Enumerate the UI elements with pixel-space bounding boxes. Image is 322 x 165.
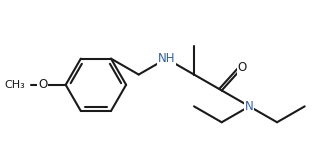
Text: CH₃: CH₃ bbox=[5, 80, 25, 90]
Text: NH: NH bbox=[157, 52, 175, 65]
Text: N: N bbox=[245, 100, 254, 113]
Text: O: O bbox=[38, 78, 47, 91]
Text: O: O bbox=[238, 61, 247, 74]
